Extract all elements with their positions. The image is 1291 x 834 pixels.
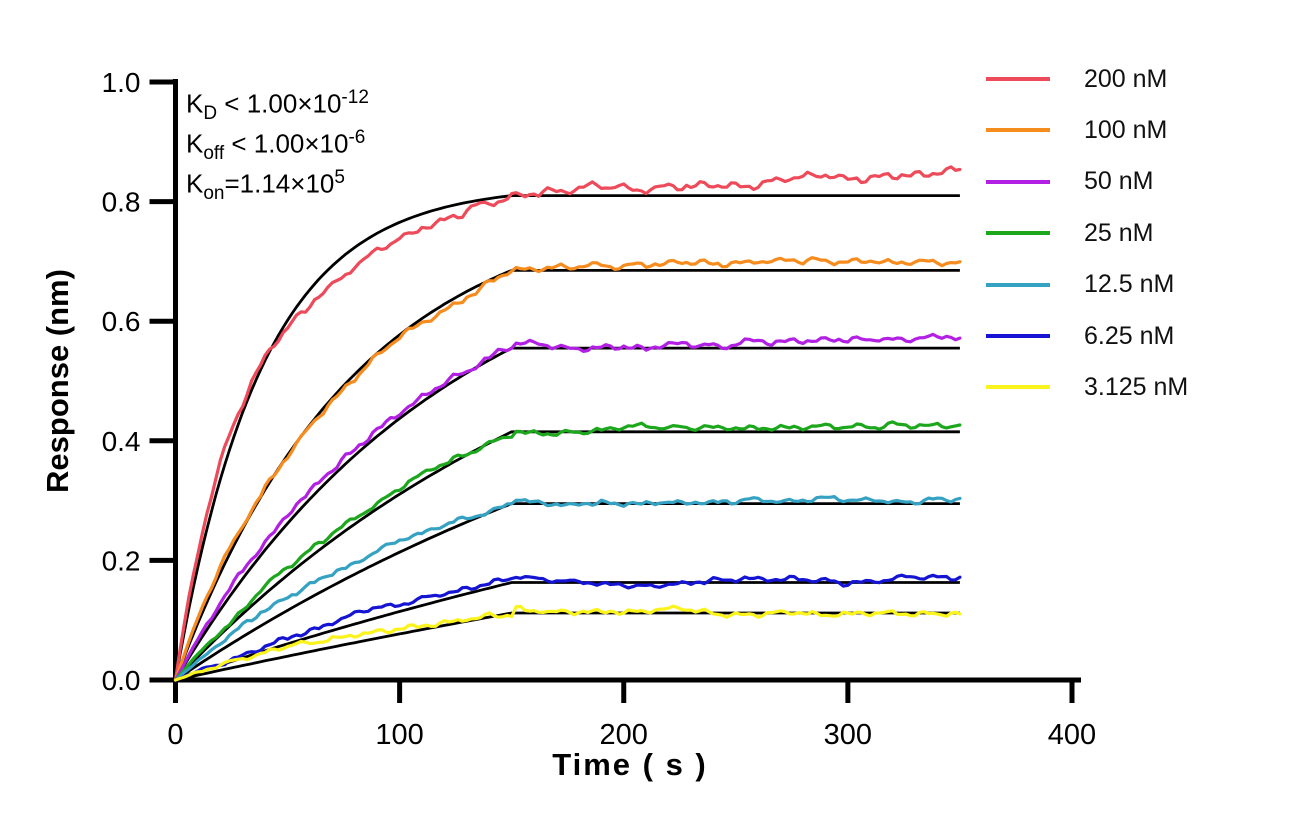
data-curve-12-5-nM bbox=[173, 495, 962, 682]
annotation-koff-exponent: -6 bbox=[348, 127, 366, 148]
annotation-kd-base: K bbox=[186, 88, 204, 119]
legend-item-6-25-nM: 6.25 nM bbox=[986, 310, 1174, 362]
x-tick-label: 300 bbox=[824, 719, 872, 751]
y-tick-label: 0.0 bbox=[102, 665, 141, 696]
x-tick-label: 0 bbox=[167, 719, 183, 751]
x-axis-title: Time ( s ) bbox=[552, 747, 708, 782]
data-curve-100-nM bbox=[173, 256, 962, 682]
legend-swatch bbox=[986, 334, 1050, 338]
legend-label: 12.5 nM bbox=[1084, 270, 1175, 299]
annotation-koff-sub: off bbox=[203, 142, 225, 164]
legend-label: 100 nM bbox=[1084, 115, 1168, 144]
y-tick-label: 0.4 bbox=[102, 426, 141, 457]
data-curve-6-25-nM bbox=[173, 573, 962, 682]
annotation-koff-value: < 1.00×10 bbox=[224, 128, 349, 159]
data-curve-50-nM bbox=[173, 332, 962, 682]
legend-item-3-125-nM: 3.125 nM bbox=[986, 361, 1188, 413]
fit-line-12-5-nM bbox=[174, 502, 960, 682]
legend-label: 25 nM bbox=[1084, 218, 1154, 247]
annotation-kon-sub: on bbox=[203, 182, 225, 204]
data-curve-3-125-nM bbox=[173, 604, 962, 682]
legend-label: 6.25 nM bbox=[1084, 321, 1175, 350]
annotation-kd: KD < 1.00×10-12 bbox=[186, 78, 369, 124]
legend-label: 200 nM bbox=[1084, 64, 1168, 93]
y-tick-label: 0.6 bbox=[102, 306, 141, 337]
legend-swatch bbox=[986, 179, 1050, 184]
annotation-koff-base: K bbox=[186, 128, 204, 159]
axes bbox=[173, 79, 1081, 683]
fit-line-100-nM bbox=[174, 268, 960, 681]
y-tick-label: 1.0 bbox=[102, 67, 141, 98]
annotation-kd-sub: D bbox=[203, 102, 218, 124]
fit-line-50-nM bbox=[174, 346, 960, 681]
y-tick-label: 0.2 bbox=[102, 545, 141, 576]
legend: 200 nM 100 nM 50 nM 25 nM 12.5 nM 6.25 nM 3.12… bbox=[986, 53, 1286, 433]
x-tick-label: 100 bbox=[375, 719, 423, 751]
y-axis-title: Response (nm) bbox=[40, 269, 75, 493]
axis-ticks: 0.0 0.2 0.4 0.6 0.8 1.0 0 100 200 300 400 bbox=[102, 67, 1097, 751]
legend-swatch bbox=[986, 77, 1050, 81]
x-tick-label: 200 bbox=[600, 719, 648, 751]
annotation-kon-value: =1.14×10 bbox=[224, 168, 335, 199]
fit-line-200-nM bbox=[174, 194, 960, 681]
annotation-kd-exponent: -12 bbox=[341, 87, 369, 108]
annotation-koff: Koff < 1.00×10-6 bbox=[186, 118, 369, 164]
x-tick-label: 400 bbox=[1048, 719, 1096, 751]
legend-label: 3.125 nM bbox=[1084, 372, 1189, 401]
data-curve-25-nM bbox=[173, 420, 962, 682]
legend-swatch bbox=[986, 282, 1050, 287]
data-curves bbox=[173, 165, 962, 682]
annotation-kon-exponent: 5 bbox=[334, 167, 345, 188]
kinetics-annotations: KD < 1.00×10-12 Koff < 1.00×10-6 Kon=1.1… bbox=[186, 78, 369, 204]
legend-swatch bbox=[986, 385, 1050, 390]
annotation-kon-base: K bbox=[186, 168, 204, 199]
legend-item-12-5-nM: 12.5 nM bbox=[986, 259, 1174, 311]
annotation-kd-value: < 1.00×10 bbox=[217, 88, 342, 119]
legend-item-50-nM: 50 nM bbox=[986, 156, 1153, 208]
legend-swatch bbox=[986, 231, 1050, 236]
fit-line-3-125-nM bbox=[175, 611, 960, 682]
legend-item-25-nM: 25 nM bbox=[986, 207, 1153, 259]
legend-item-200-nM: 200 nM bbox=[986, 53, 1167, 105]
legend-item-100-nM: 100 nM bbox=[986, 104, 1167, 156]
annotation-kon: Kon=1.14×105 bbox=[186, 158, 369, 204]
legend-swatch bbox=[986, 128, 1050, 133]
data-curve-200-nM bbox=[173, 165, 962, 682]
y-tick-label: 0.8 bbox=[102, 187, 141, 218]
fit-line-6-25-nM bbox=[175, 581, 960, 682]
legend-label: 50 nM bbox=[1084, 167, 1154, 196]
